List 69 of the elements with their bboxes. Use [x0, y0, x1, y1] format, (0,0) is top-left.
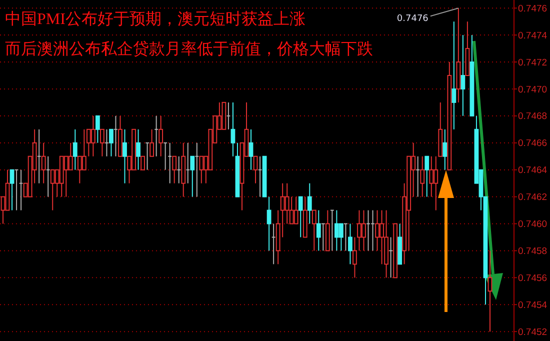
candlestick: [388, 236, 393, 278]
y-tick-label: 0.7464: [518, 165, 548, 176]
candlestick: [348, 223, 352, 265]
candlestick: [230, 102, 236, 157]
candlestick: [194, 142, 200, 198]
candlestick: [248, 128, 254, 170]
candlestick: [420, 156, 425, 198]
y-tick-label: 0.7454: [518, 300, 548, 311]
y-tick-label: 0.7456: [518, 272, 548, 284]
y-tick-label: 0.7452: [518, 326, 548, 338]
candlestick: [104, 128, 109, 157]
candlestick: [10, 169, 14, 211]
candlestick: [294, 196, 298, 224]
candlestick: [163, 142, 168, 170]
candlestick: [298, 196, 303, 238]
candlestick: [172, 156, 177, 184]
candlestick: [154, 115, 159, 157]
candlestick: [416, 156, 420, 198]
candlestick: [312, 210, 316, 252]
candlestick: [72, 128, 78, 170]
y-tick-label: 0.7476: [518, 3, 548, 14]
candlestick: [100, 128, 104, 157]
candlestick: [68, 142, 73, 170]
candlestick: [488, 250, 492, 332]
candlestick: [114, 115, 118, 157]
candlestick: [46, 156, 50, 198]
candlestick: [90, 115, 96, 157]
y-tick-label: 0.7474: [518, 30, 548, 42]
candlestick: [136, 128, 140, 170]
candlestick: [370, 210, 375, 252]
candlestick: [316, 210, 321, 252]
candlestick: [320, 223, 326, 252]
candlestick: [176, 156, 182, 184]
y-tick-label: 0.7466: [518, 138, 548, 150]
candlestick: [150, 128, 154, 157]
annotation: 0.7476: [396, 14, 429, 24]
candlestick: [145, 142, 150, 170]
candlestick: [36, 128, 42, 184]
candlestick: [253, 156, 258, 184]
candlestick: [158, 115, 164, 157]
candlestick: [140, 156, 145, 170]
candlestick: [41, 142, 46, 184]
candlestick: [122, 128, 127, 184]
y-tick-label: 0.7458: [518, 246, 548, 258]
y-tick-label: 0.7462: [518, 192, 548, 204]
candlestick: [199, 156, 204, 184]
candlestick: [307, 182, 312, 224]
y-tick-label: 0.7472: [518, 57, 548, 68]
y-tick-label: 0.7460: [518, 219, 548, 230]
candlestick: [366, 210, 370, 252]
candlestick: [452, 21, 456, 130]
text: 而后澳洲公布私企贷款月率低于前值，价格大幅下跌: [5, 40, 373, 58]
candlestick: [460, 34, 466, 116]
y-tick-label: 0.7468: [518, 111, 548, 122]
candlestick: [168, 142, 172, 184]
candlestick: [186, 142, 190, 184]
text: 中国PMI公布好于预期，澳元短时获益上涨: [5, 10, 306, 28]
candlestick: [344, 223, 348, 252]
candlestick: [271, 223, 276, 265]
candlestick: [330, 210, 334, 252]
candlestick: [424, 156, 430, 198]
candlestick: [442, 128, 448, 170]
candlestick: [190, 156, 195, 198]
candlestick: [429, 156, 434, 198]
candlestick: [82, 128, 86, 170]
candlestick: [338, 223, 344, 252]
y-tick-label: 0.7470: [518, 84, 548, 96]
candlestick: [95, 115, 100, 144]
candlestick: [109, 128, 114, 157]
